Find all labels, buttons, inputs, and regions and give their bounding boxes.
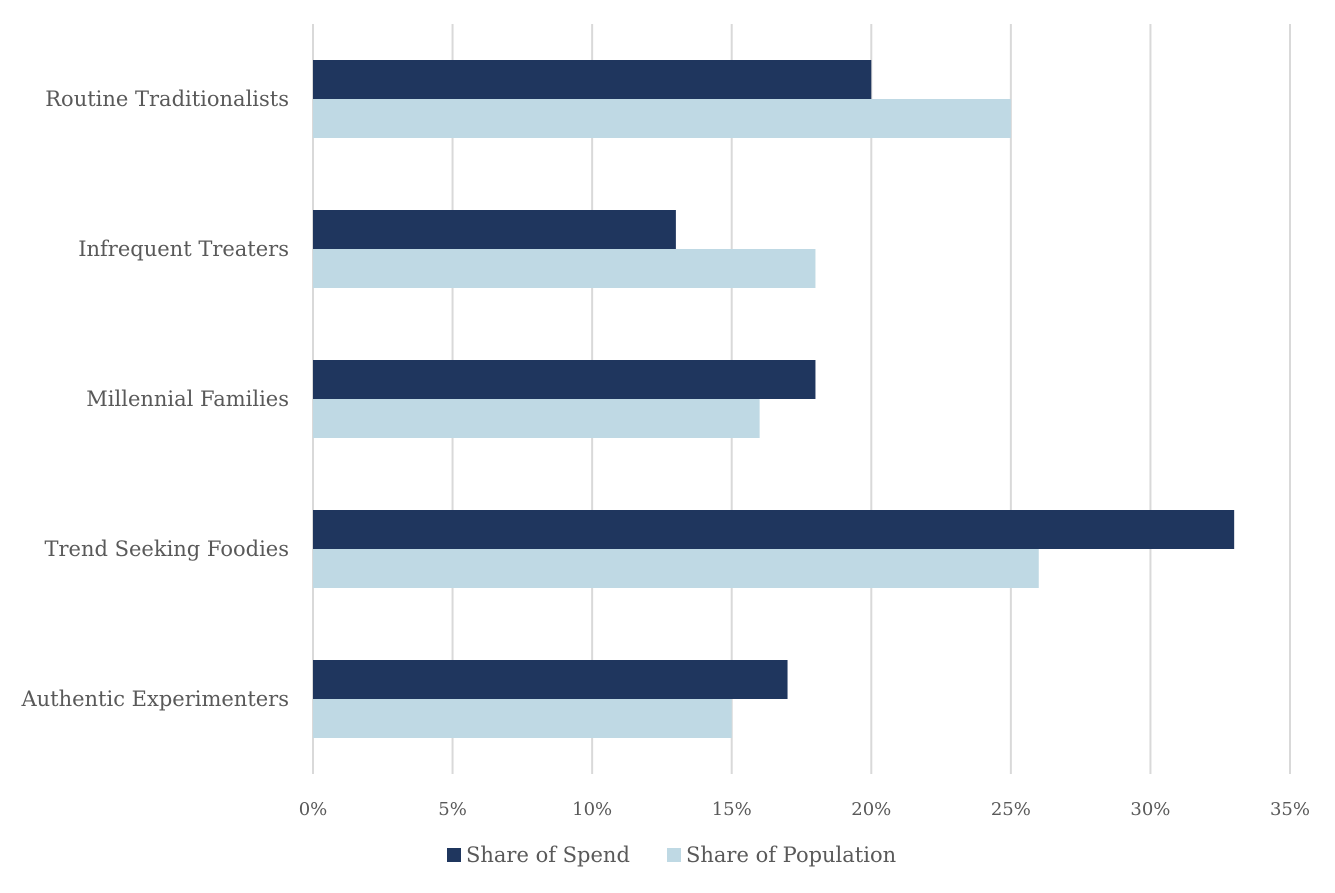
x-tick-label-0: 0%	[299, 799, 328, 820]
bar-population-0	[313, 99, 1011, 138]
x-tick-label-3: 15%	[712, 799, 752, 820]
x-tick-label-5: 25%	[991, 799, 1031, 820]
bars	[313, 60, 1235, 738]
bar-population-4	[313, 699, 732, 738]
category-label-0: Routine Traditionalists	[45, 87, 289, 111]
legend-label-1: Share of Population	[686, 843, 896, 867]
x-tick-label-7: 35%	[1270, 799, 1310, 820]
bar-population-3	[313, 549, 1039, 588]
x-axis-tick-labels: 0% 5% 10% 15% 20% 25% 30% 35%	[299, 799, 1310, 820]
legend-swatch-0	[447, 848, 461, 862]
x-tick-label-6: 30%	[1130, 799, 1170, 820]
bar-spend-0	[313, 60, 872, 99]
legend-swatch-1	[667, 848, 681, 862]
bar-spend-3	[313, 510, 1235, 549]
x-tick-label-2: 10%	[572, 799, 612, 820]
bar-population-2	[313, 399, 760, 438]
category-labels: Routine Traditionalists Infrequent Treate…	[20, 87, 289, 711]
bar-spend-1	[313, 210, 676, 249]
bar-spend-2	[313, 360, 816, 399]
category-label-2: Millennial Families	[86, 387, 289, 411]
bar-spend-4	[313, 660, 788, 699]
bar-population-1	[313, 249, 816, 288]
category-label-1: Infrequent Treaters	[78, 237, 289, 261]
x-tick-label-4: 20%	[851, 799, 891, 820]
category-label-4: Authentic Experimenters	[20, 687, 289, 711]
category-label-3: Trend Seeking Foodies	[44, 537, 289, 561]
legend: Share of Spend Share of Population	[447, 843, 896, 867]
legend-label-0: Share of Spend	[466, 843, 630, 867]
x-tick-label-1: 5%	[438, 799, 467, 820]
